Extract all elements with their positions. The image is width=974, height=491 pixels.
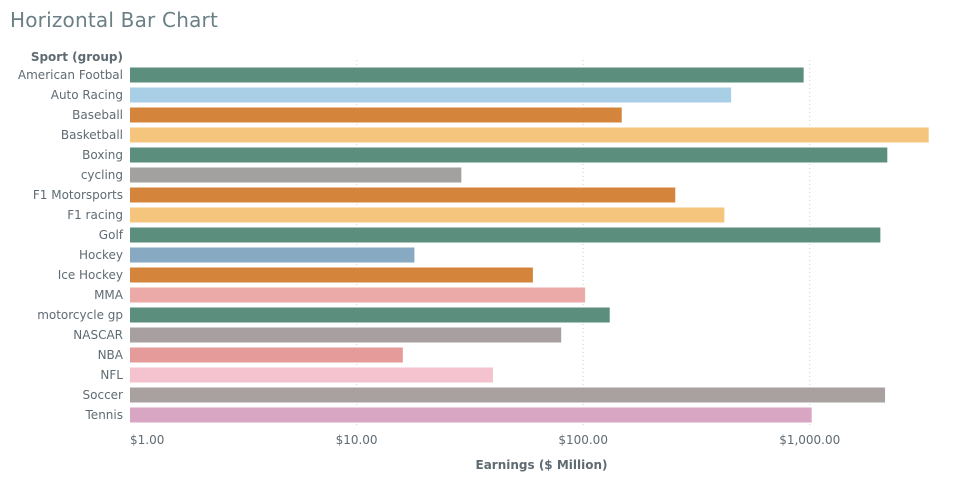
category-label: MMA	[94, 288, 124, 302]
bar	[130, 87, 732, 103]
category-label: Hockey	[79, 248, 123, 262]
category-label: NFL	[100, 368, 123, 382]
bar	[130, 307, 610, 323]
category-label: NBA	[98, 348, 124, 362]
bar	[130, 127, 929, 143]
chart-title: Horizontal Bar Chart	[10, 8, 218, 32]
category-label: Golf	[99, 228, 124, 242]
x-tick-label: $1,000.00	[779, 433, 840, 447]
bar	[130, 147, 888, 163]
bar	[130, 367, 493, 383]
bar	[130, 247, 415, 263]
category-label: Ice Hockey	[58, 268, 123, 282]
bar	[130, 387, 886, 403]
x-tick-label: $10.00	[336, 433, 378, 447]
category-label: Soccer	[83, 388, 124, 402]
category-label: F1 racing	[67, 208, 123, 222]
bar	[130, 267, 533, 283]
x-tick-label: $100.00	[558, 433, 608, 447]
category-label: Boxing	[82, 148, 123, 162]
category-label: motorcycle gp	[37, 308, 123, 322]
row-header: Sport (group)	[31, 50, 123, 64]
category-label: Basketball	[61, 128, 123, 142]
category-label: cycling	[81, 168, 123, 182]
bar	[130, 67, 804, 83]
bar	[130, 287, 586, 303]
bar	[130, 227, 881, 243]
bar	[130, 187, 676, 203]
bar	[130, 167, 462, 183]
bar	[130, 207, 725, 223]
category-label: Baseball	[72, 108, 123, 122]
bar	[130, 407, 812, 423]
category-label: NASCAR	[73, 328, 123, 342]
category-label: Auto Racing	[51, 88, 123, 102]
x-axis-label: Earnings ($ Million)	[476, 458, 608, 472]
bar	[130, 347, 403, 363]
category-label: American Footbal	[18, 68, 123, 82]
bar	[130, 107, 622, 123]
bar	[130, 327, 562, 343]
category-label: Tennis	[85, 408, 123, 422]
category-label: F1 Motorsports	[33, 188, 123, 202]
x-tick-label: $1.00	[130, 433, 164, 447]
